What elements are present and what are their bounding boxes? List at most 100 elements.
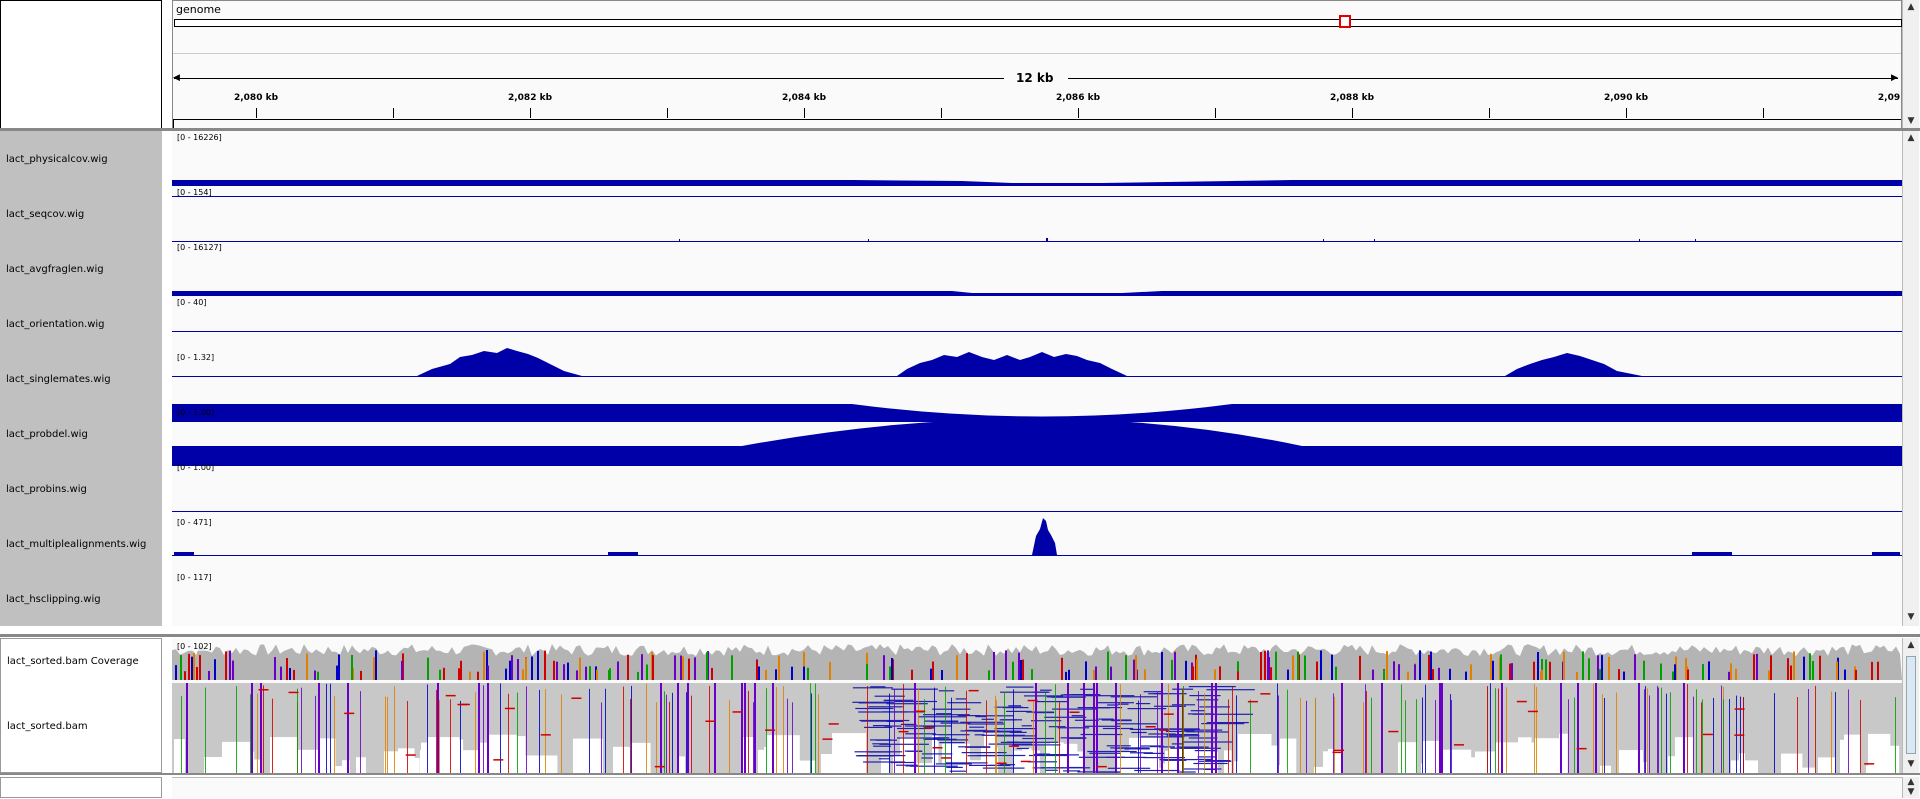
coverage-mismatch-bar	[401, 660, 403, 680]
coverage-mismatch-bar	[1730, 663, 1732, 680]
coverage-histogram	[172, 644, 1902, 680]
read-mismatch-column	[1657, 685, 1658, 773]
scroll-thumb[interactable]	[1906, 656, 1916, 754]
coverage-track-name[interactable]: lact_sorted.bam Coverage	[7, 656, 139, 667]
coverage-mismatch-bar	[579, 657, 581, 680]
tracks-data-panel[interactable]: [0 - 16226] [0 - 154] [0 - 16127] [0 - 4…	[172, 131, 1902, 626]
coverage-mismatch-bar	[517, 659, 519, 680]
current-region-box[interactable]	[1339, 15, 1351, 28]
coverage-mismatch-bar	[680, 655, 682, 680]
coverage-mismatch-bar	[1576, 671, 1578, 680]
scroll-down-icon[interactable]: ▼	[1907, 612, 1915, 622]
names-attr-gap	[162, 131, 172, 626]
read-insert-size	[1009, 731, 1027, 733]
track-range: [0 - 16127]	[177, 243, 222, 252]
reads-track-name[interactable]: lact_sorted.bam	[7, 721, 88, 732]
coverage-mismatch-bar	[1012, 661, 1014, 680]
coverage-mismatch-bar	[1660, 663, 1662, 680]
scroll-up-icon[interactable]: ▲	[1907, 2, 1915, 12]
read-mismatch-column	[918, 688, 919, 773]
coverage-mismatch-bar	[1287, 669, 1289, 680]
coverage-mismatch-bar	[637, 671, 639, 680]
read-insertion-marker	[744, 683, 746, 773]
ruler-tick	[1078, 108, 1079, 118]
read-mismatch-column	[1696, 689, 1697, 773]
read-discordant-mark	[445, 694, 456, 697]
track-name[interactable]: lact_probdel.wig	[6, 429, 88, 440]
read-mismatch-column	[1895, 697, 1896, 773]
header-scrollbar[interactable]: ▲ ▼	[1902, 0, 1919, 130]
coverage-mismatch-bar	[1393, 661, 1395, 680]
read-mismatch-column	[672, 692, 673, 773]
read-insert-size	[1130, 752, 1153, 754]
scroll-down-icon[interactable]: ▼	[1907, 116, 1915, 126]
coverage-mismatch-bar	[1268, 657, 1270, 680]
coverage-mismatch-bar	[1685, 658, 1687, 680]
read-insert-size	[1027, 761, 1057, 763]
tracks-scrollbar[interactable]: ▲ ▼	[1902, 131, 1919, 626]
read-discordant-mark	[1020, 760, 1031, 763]
coverage-mismatch-bar	[469, 671, 471, 680]
track-name[interactable]: lact_multiplealignments.wig	[6, 539, 147, 550]
coverage-mismatch-bar	[1855, 669, 1857, 680]
coverage-mismatch-bar	[477, 671, 479, 680]
read-mismatch-column	[1236, 695, 1237, 773]
read-mismatch-column	[1138, 700, 1139, 773]
read-mismatch-column	[1228, 699, 1229, 773]
read-insert-size	[1143, 752, 1165, 754]
read-mismatch-column	[1490, 683, 1491, 773]
track-name[interactable]: lact_orientation.wig	[6, 319, 105, 330]
track-name[interactable]: lact_singlemates.wig	[6, 374, 111, 385]
bam-data-panel[interactable]: [0 - 102]	[172, 638, 1902, 773]
read-insert-size	[932, 734, 970, 736]
read-insert-size	[1074, 719, 1099, 721]
read-mismatch-column	[181, 696, 182, 773]
track-name[interactable]: lact_hsclipping.wig	[6, 594, 101, 605]
singlemates-peak2	[897, 352, 1127, 376]
read-insert-size	[868, 751, 891, 753]
coverage-mismatch-bar	[175, 665, 177, 680]
coverage-mismatch-bar	[522, 669, 524, 680]
scroll-down-icon[interactable]: ▼	[1907, 759, 1915, 769]
scroll-up-icon[interactable]: ▲	[1907, 640, 1915, 650]
reads-gap	[1050, 742, 1064, 773]
coverage-mismatch-bar	[911, 669, 913, 680]
read-insert-size	[981, 718, 994, 720]
track-name[interactable]: lact_avgfraglen.wig	[6, 264, 104, 275]
read-insertion-marker	[1595, 683, 1597, 773]
reads-gap	[1559, 733, 1568, 773]
reads-gap	[1115, 751, 1137, 773]
read-insert-size	[924, 720, 959, 722]
tick-label: 2,088 kb	[1329, 93, 1375, 103]
read-discordant-mark	[898, 730, 909, 733]
ruler-tick	[393, 108, 394, 118]
read-insert-size	[1021, 725, 1032, 727]
reads-gap	[174, 739, 185, 773]
coverage-mismatch-bar	[1672, 671, 1674, 680]
read-discordant-mark	[654, 765, 665, 768]
coverage-mismatch-bar	[1618, 669, 1620, 680]
coverage-mismatch-bar	[758, 666, 760, 680]
read-insert-size	[1080, 688, 1095, 690]
read-mismatch-column	[1287, 689, 1288, 773]
track-name[interactable]: lact_probins.wig	[6, 484, 87, 495]
read-insert-size	[883, 699, 914, 701]
read-insert-size	[1041, 767, 1091, 769]
span-line-left	[174, 78, 1004, 79]
read-mismatch-column	[1198, 691, 1199, 773]
footer-scrollbar[interactable]: ▲ ▼	[1902, 777, 1919, 798]
read-mismatch-column	[1334, 696, 1335, 773]
coverage-mismatch-bar	[829, 661, 831, 680]
coverage-mismatch-bar	[1787, 658, 1789, 680]
track-name[interactable]: lact_seqcov.wig	[6, 209, 85, 220]
read-insert-size	[989, 764, 1011, 766]
scroll-up-icon[interactable]: ▲	[1907, 777, 1915, 787]
scroll-up-icon[interactable]: ▲	[1907, 133, 1915, 143]
bam-scrollbar[interactable]: ▲ ▼	[1902, 638, 1919, 773]
coverage-mismatch-bar	[373, 657, 375, 680]
read-insert-size	[1052, 708, 1096, 710]
track-name[interactable]: lact_physicalcov.wig	[6, 154, 108, 165]
read-insert-size	[1184, 730, 1195, 732]
scroll-down-icon[interactable]: ▼	[1907, 787, 1915, 797]
chromosome-ideogram[interactable]	[174, 19, 1902, 27]
